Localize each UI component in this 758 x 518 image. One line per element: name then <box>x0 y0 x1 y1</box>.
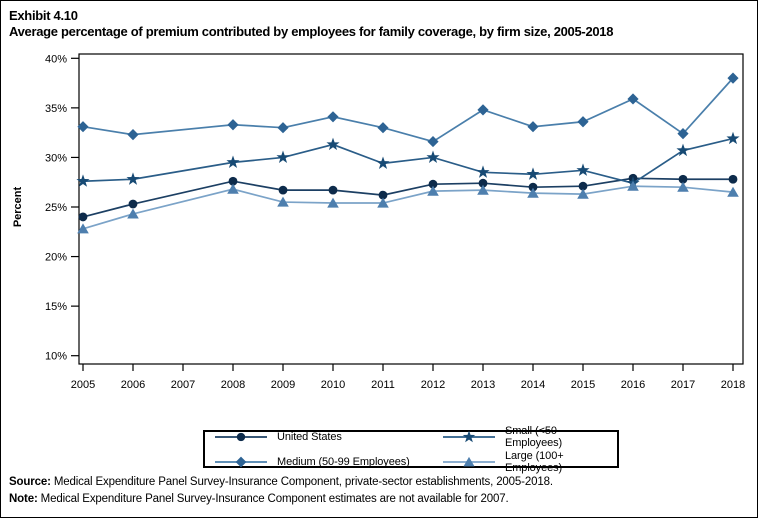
legend-label-medium-firms: Medium (50-99 Employees) <box>277 455 410 468</box>
legend-item-medium-firms: Medium (50-99 Employees) <box>215 450 443 474</box>
svg-text:2010: 2010 <box>321 379 345 391</box>
source-label: Source: <box>9 476 51 488</box>
note-text: Medical Expenditure Panel Survey-Insuran… <box>37 492 509 505</box>
large-firms-line-marker-icon <box>443 455 495 469</box>
svg-text:35%: 35% <box>45 103 67 115</box>
note-line: Note: Medical Expenditure Panel Survey-I… <box>9 491 553 508</box>
svg-text:2005: 2005 <box>71 379 95 391</box>
legend-label-small-firms: Small (<50 Employees) <box>505 424 563 449</box>
chart-title: Average percentage of premium contribute… <box>9 24 614 39</box>
legend-item-united-states: United States <box>215 425 443 449</box>
svg-text:25%: 25% <box>45 202 67 214</box>
svg-text:2009: 2009 <box>271 379 295 391</box>
exhibit-number: Exhibit 4.10 <box>9 8 78 23</box>
svg-text:2012: 2012 <box>421 379 445 391</box>
chart-plot-area: 40% 35% 30% 25% 20% 15% 10% 2005 2006 2007 2008 200… <box>45 53 745 391</box>
svg-text:2014: 2014 <box>521 379 545 391</box>
svg-text:2011: 2011 <box>371 379 395 391</box>
united-states-line-marker-icon <box>215 430 267 444</box>
source-text: Medical Expenditure Panel Survey-Insuran… <box>50 476 553 488</box>
source-line: Source: Medical Expenditure Panel Survey… <box>9 474 553 491</box>
svg-text:2008: 2008 <box>221 379 245 391</box>
svg-text:10%: 10% <box>45 351 67 363</box>
svg-text:2015: 2015 <box>571 379 595 391</box>
svg-text:2016: 2016 <box>621 379 645 391</box>
svg-text:2007: 2007 <box>171 379 195 391</box>
legend-label-united-states: United States <box>277 430 342 443</box>
svg-text:2017: 2017 <box>671 379 695 391</box>
svg-text:2006: 2006 <box>121 379 145 391</box>
svg-text:2013: 2013 <box>471 379 495 391</box>
legend-item-large-firms: Large (100+ Employees) <box>443 450 613 474</box>
svg-text:40%: 40% <box>45 53 67 65</box>
small-firms-line-marker-icon <box>443 429 495 444</box>
legend-item-small-firms: Small (<50 Employees) <box>443 425 613 449</box>
medium-firms-line-marker-icon <box>215 455 267 469</box>
note-label: Note: <box>9 492 38 505</box>
chart-header: Exhibit 4.10 Average percentage of premi… <box>9 8 613 40</box>
legend-box: United States Small (<50 Employees) Medi… <box>203 425 619 474</box>
svg-text:2018: 2018 <box>721 379 745 391</box>
svg-text:30%: 30% <box>45 152 67 164</box>
svg-text:20%: 20% <box>45 252 67 264</box>
legend-label-large-firms: Large (100+ Employees) <box>505 449 564 474</box>
svg-text:15%: 15% <box>45 301 67 313</box>
chart-footer: Source: Medical Expenditure Panel Survey… <box>9 474 553 507</box>
